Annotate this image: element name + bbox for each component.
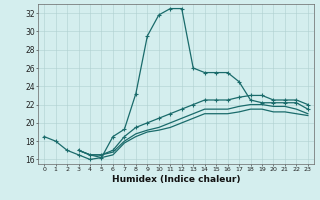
- X-axis label: Humidex (Indice chaleur): Humidex (Indice chaleur): [112, 175, 240, 184]
